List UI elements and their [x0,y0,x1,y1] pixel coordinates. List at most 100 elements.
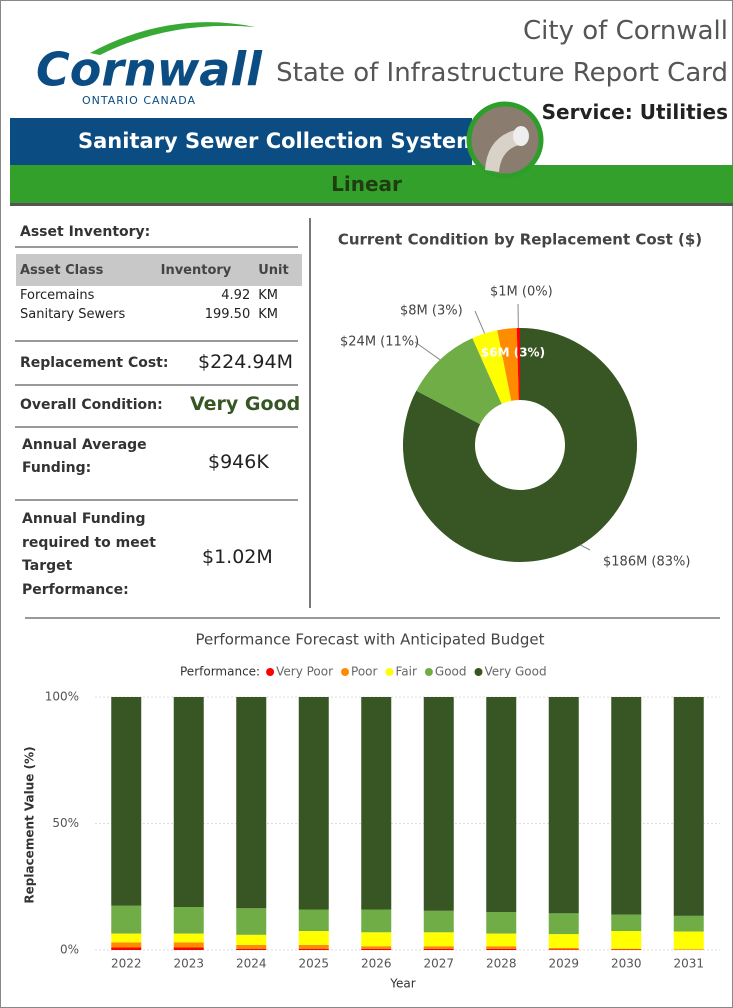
bar-segment [361,909,392,933]
metric-value: $946K [208,451,269,473]
legend-title: Performance: [180,665,260,679]
donut-slice [403,328,637,562]
cell: 199.50 [204,307,251,322]
bar-segment [173,947,204,950]
donut-slice [516,328,520,401]
x-axis-label: Year [389,977,415,991]
bar-segment [173,906,204,934]
table-header: Asset Class Inventory Unit [16,254,302,286]
inventory-table: Asset Class Inventory Unit Forcemains 4.9… [16,254,302,324]
chart-title: Current Condition by Replacement Cost ($… [338,231,702,249]
bar-segment [548,934,579,948]
bar-segment [236,944,267,949]
bar-segment [423,948,454,950]
bar-segment [361,948,392,950]
bar-segment [111,947,142,950]
bar-segment [673,915,704,932]
legend-label: Fair [395,665,416,679]
legend-label: Poor [351,665,377,679]
divider [15,426,298,428]
bar-segment [361,932,392,947]
category: Linear [331,172,402,196]
logo-text: Cornwall [36,43,263,97]
bar-segment [486,912,517,934]
bar-segment [548,947,579,950]
bar-segment [298,697,329,910]
system-name: Sanitary Sewer Collection System [78,129,479,153]
inventory-title: Asset Inventory: [20,224,151,240]
divider [309,218,311,608]
th: Inventory [160,262,232,278]
category-bar [10,165,733,206]
bar-segment [423,946,454,949]
legend-marker [341,668,350,676]
divider [25,617,720,619]
bar-segment [173,697,204,907]
data-label: $8M (3%) [400,304,463,319]
divider [15,340,298,342]
metric-value: $224.94M [198,351,293,373]
leader-line [474,310,486,334]
legend-marker [266,668,275,676]
bar-segment [298,909,329,932]
bar-segment [548,913,579,935]
x-tick-label: 2028 [486,957,517,971]
leader-line [414,341,441,361]
bar-segment [236,948,267,950]
bar-segment [111,933,142,943]
row: Forcemains 4.92 KM [16,286,302,305]
legend-label: Very Poor [276,665,333,679]
logo: Cornwall ONTARIO CANADA [36,22,263,107]
bar-segment [673,949,704,950]
city: City of Cornwall [523,16,728,46]
bar-segment [486,946,517,949]
bar-segment [486,948,517,950]
bar-segment [361,697,392,910]
legend-marker [474,668,483,676]
cell: KM [258,307,278,322]
data-label: $24M (11%) [340,335,419,350]
divider [15,246,298,248]
metric-label: Overall Condition: [20,397,163,413]
bar-segment [611,948,642,950]
x-tick-label: 2026 [361,957,392,971]
bar-segment [173,933,204,943]
y-tick-label: 50% [52,816,79,830]
bar-segment [423,910,454,933]
divider [15,499,298,501]
chart-title: Performance Forecast with Anticipated Bu… [196,631,545,649]
data-label: $6M (3%) [481,346,545,360]
legend-marker [424,668,433,676]
bar-segment [673,931,704,950]
cell: KM [258,288,278,303]
bar-segment [611,914,642,932]
bar-segment [111,942,142,948]
x-tick-label: 2029 [548,957,579,971]
data-label: $186M (83%) [603,555,690,570]
bar-segment [423,932,454,947]
bar-segment [423,697,454,911]
metric-label: Annual Funding required to meet Target P… [22,511,156,598]
bar-segment [236,934,267,945]
cell: Forcemains [20,288,95,303]
bar-segment [236,697,267,909]
report-title: State of Infrastructure Report Card [276,58,728,88]
legend-label: Very Good [485,665,547,679]
x-tick-label: 2030 [611,957,642,971]
x-tick-label: 2022 [111,957,142,971]
bar-segment [298,944,329,949]
bar-segment [361,946,392,949]
th: Unit [258,262,289,278]
bar-segment [548,697,579,914]
bar-segment [611,697,642,915]
bar-segment [673,697,704,916]
row: Sanitary Sewers 199.50 KM [16,305,302,324]
metric-label: Replacement Cost: [20,355,169,371]
bar-segment [111,905,142,934]
bar-segment [236,908,267,935]
x-tick-label: 2024 [236,957,267,971]
y-tick-label: 0% [60,943,79,957]
x-tick-label: 2031 [673,957,704,971]
bar-segment [548,949,579,950]
y-tick-label: 100% [45,690,79,704]
